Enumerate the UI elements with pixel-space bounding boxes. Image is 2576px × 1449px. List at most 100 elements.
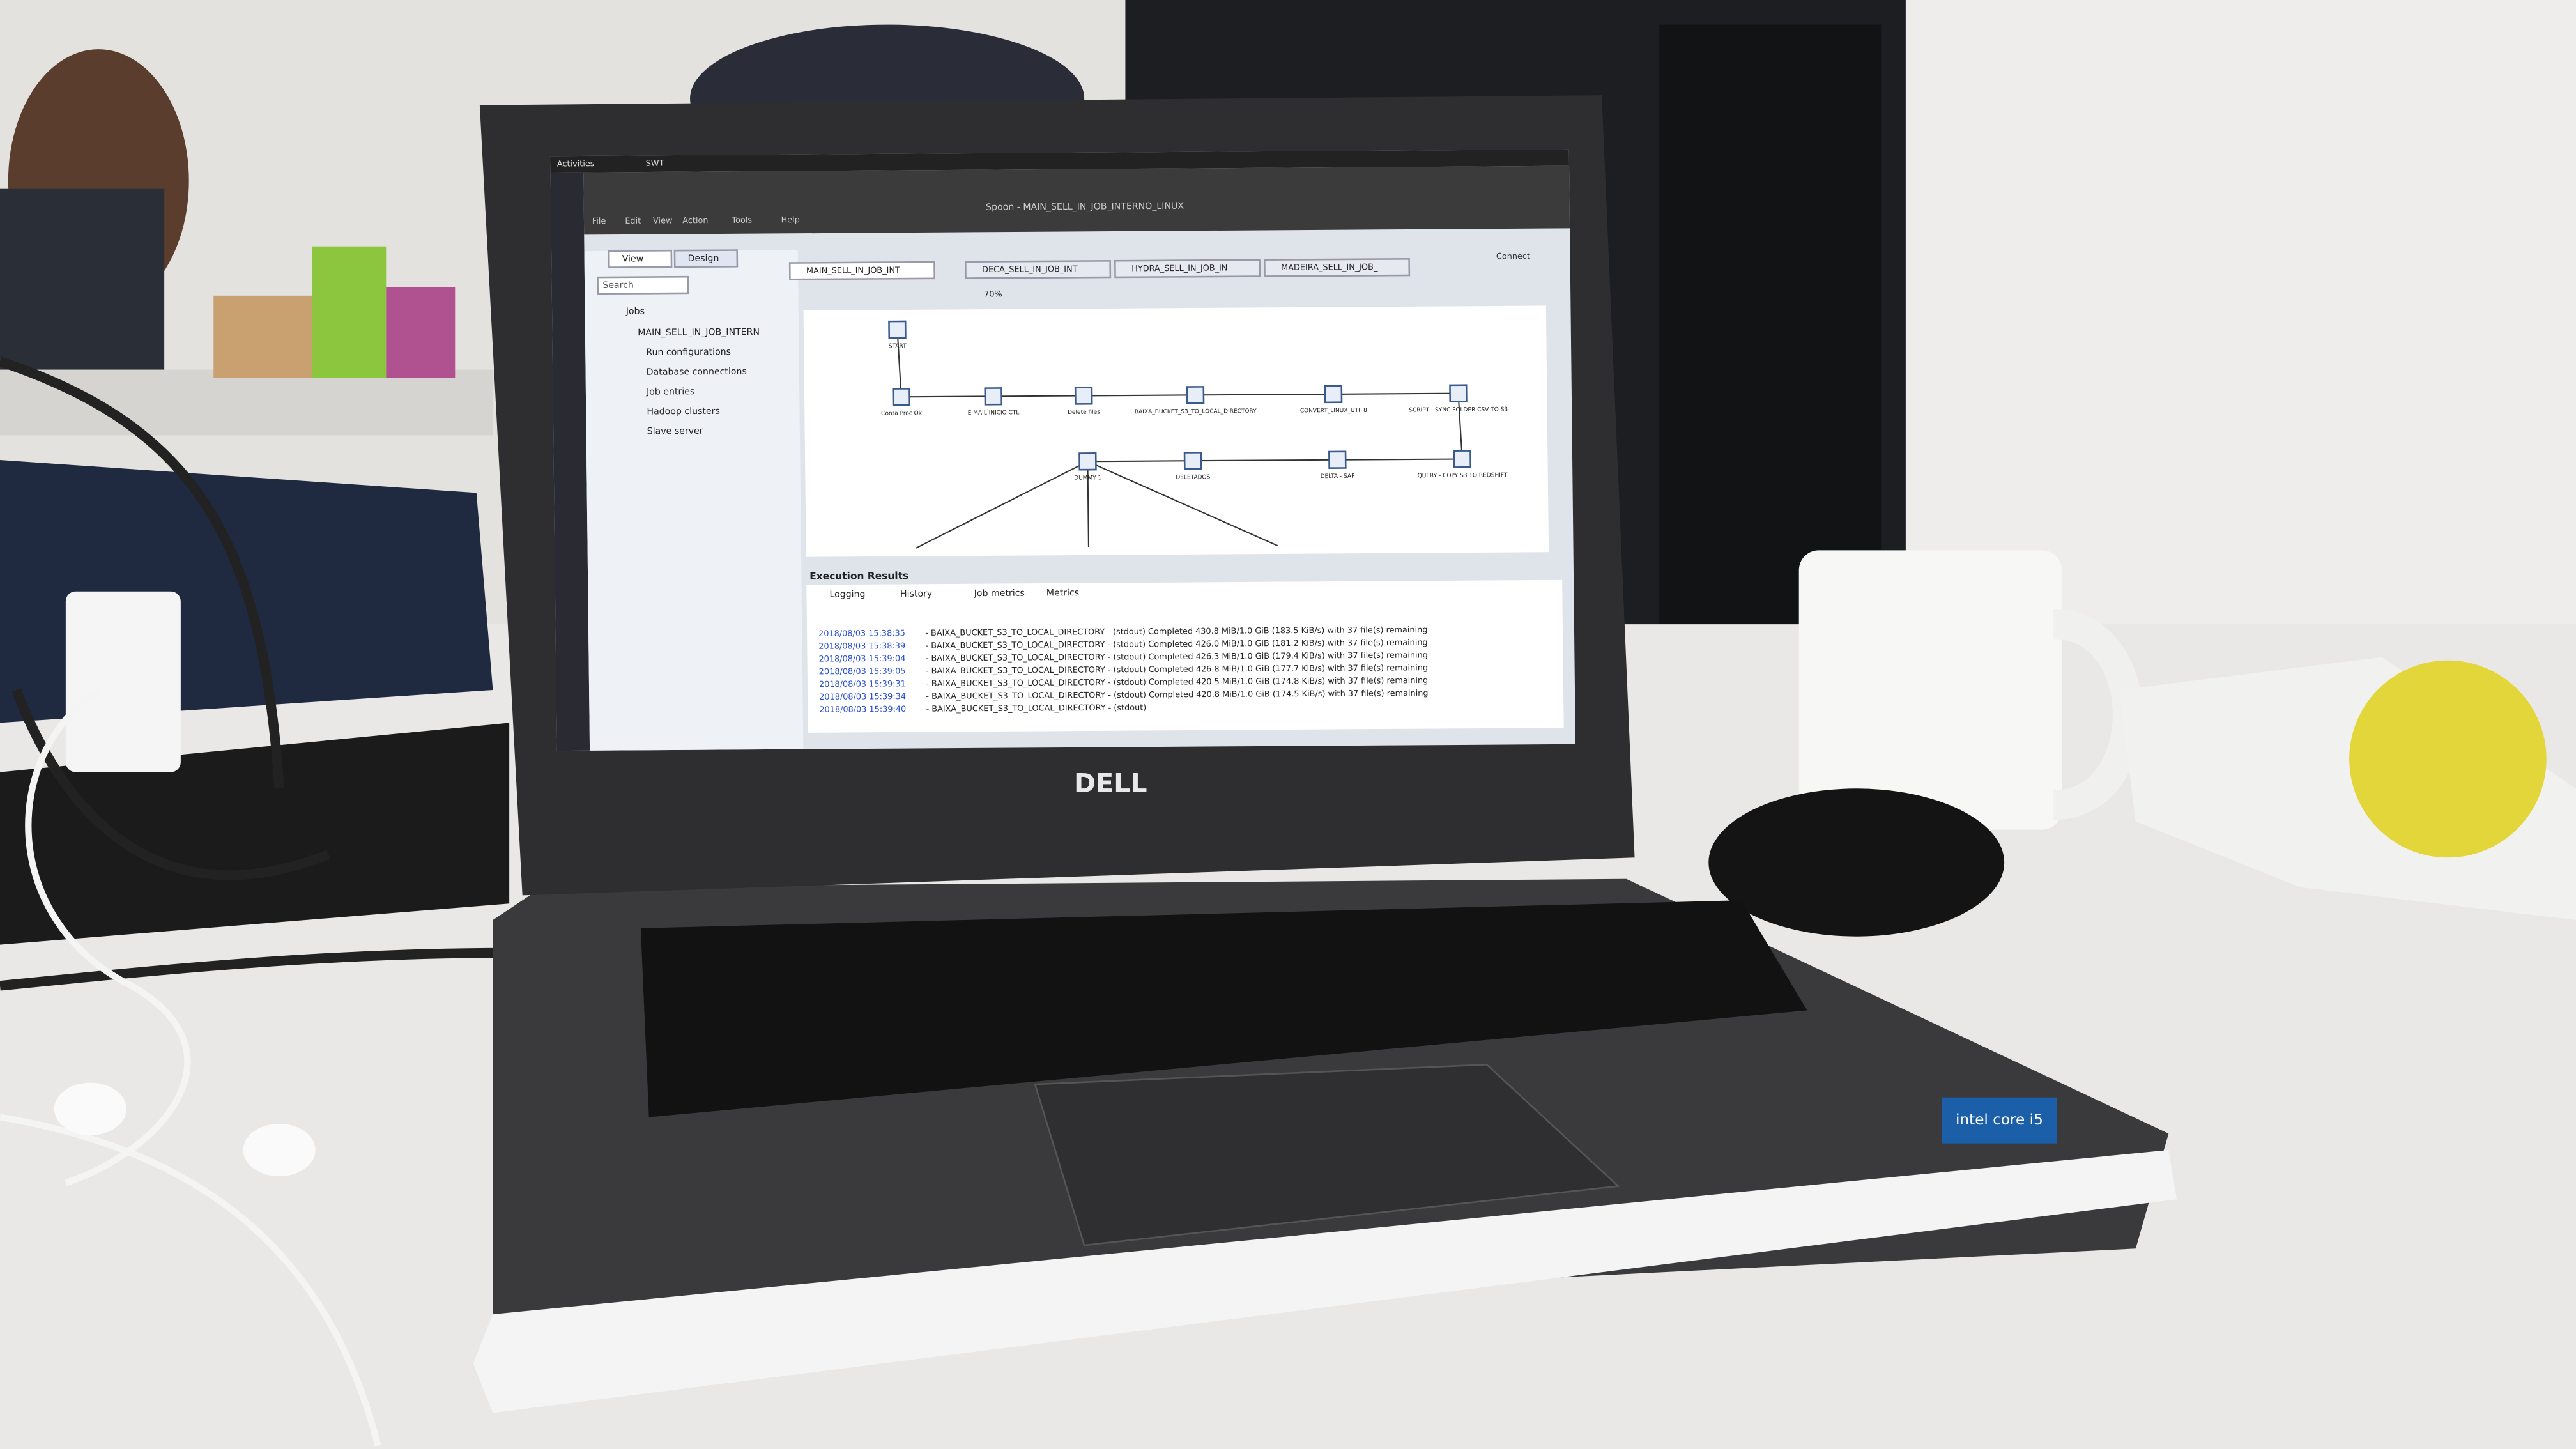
job-entry-label: Conta Proc Ok bbox=[881, 410, 923, 417]
tree-item: Database connections bbox=[647, 367, 747, 378]
job-entry-label: DELTA - SAP bbox=[1321, 473, 1355, 480]
job-entry-label: DUMMY 1 bbox=[1074, 475, 1101, 481]
earbud bbox=[54, 1082, 126, 1135]
hop bbox=[901, 395, 993, 398]
results-tab: History bbox=[900, 589, 932, 599]
log-panel bbox=[806, 579, 1564, 733]
job-entry-icon bbox=[1449, 384, 1468, 402]
top-bar bbox=[550, 149, 1569, 172]
job-entry-label: E MAIL INICIO CTL bbox=[968, 410, 1020, 417]
results-tab: Logging bbox=[829, 589, 865, 599]
job-entry-icon bbox=[1324, 385, 1343, 404]
intel-badge bbox=[1942, 1097, 2057, 1144]
zoom: 70% bbox=[984, 289, 1002, 299]
tree-item: Hadoop clusters bbox=[647, 406, 720, 417]
search-box bbox=[597, 275, 689, 295]
menu-item: View bbox=[653, 216, 673, 226]
log-text: - BAIXA_BUCKET_S3_TO_LOCAL_DIRECTORY - (… bbox=[926, 676, 1428, 689]
side-tab-label: View bbox=[622, 254, 644, 264]
log-text: - BAIXA_BUCKET_S3_TO_LOCAL_DIRECTORY - (… bbox=[926, 703, 1146, 714]
log-time: 2018/08/03 15:39:40 bbox=[819, 705, 906, 715]
log-time: 2018/08/03 15:39:31 bbox=[819, 679, 906, 689]
power-strip bbox=[0, 723, 510, 945]
brand-logo: DELL bbox=[1074, 768, 1147, 799]
job-entry-label: DELETADOS bbox=[1176, 474, 1210, 480]
log-time: 2018/08/03 15:39:05 bbox=[819, 666, 906, 677]
hop bbox=[1087, 461, 1278, 547]
hop bbox=[1195, 393, 1334, 396]
job-tab bbox=[964, 260, 1112, 279]
log-time: 2018/08/03 15:39:04 bbox=[818, 654, 905, 664]
results-tab: Metrics bbox=[1046, 588, 1079, 598]
back-desk bbox=[0, 369, 493, 436]
side-tab bbox=[673, 249, 739, 268]
job-entry-label: BAIXA_BUCKET_S3_TO_LOCAL_DIRECTORY bbox=[1135, 408, 1257, 415]
job-entry-icon bbox=[1183, 451, 1202, 470]
job-tab-label: HYDRA_SELL_IN_JOB_IN bbox=[1131, 263, 1228, 273]
job-entry-label: SCRIPT - SYNC FOLDER CSV TO S3 bbox=[1409, 406, 1508, 413]
hop bbox=[916, 461, 1088, 549]
activities: Activities bbox=[557, 159, 595, 169]
results-title: Execution Results bbox=[809, 570, 908, 582]
side-panel bbox=[584, 249, 804, 751]
hop bbox=[1087, 461, 1089, 548]
job-entry-icon bbox=[1186, 386, 1205, 404]
search-placeholder: Search bbox=[602, 280, 634, 291]
title-bar bbox=[583, 165, 1570, 235]
window-title: Spoon - MAIN_SELL_IN_JOB_INTERNO_LINUX bbox=[986, 201, 1184, 213]
job-entry-icon bbox=[984, 387, 1003, 406]
menu-item: File bbox=[592, 217, 606, 226]
job-tab-label: MADEIRA_SELL_IN_JOB_ bbox=[1281, 263, 1378, 273]
menu-item: Tools bbox=[731, 216, 752, 226]
results-tab: Job metrics bbox=[974, 588, 1025, 599]
job-entry-icon bbox=[888, 320, 907, 339]
log-time: 2018/08/03 15:38:39 bbox=[818, 641, 905, 652]
pear bbox=[2349, 660, 2547, 858]
log-time: 2018/08/03 15:39:34 bbox=[819, 692, 906, 702]
badge-text: intel core i5 bbox=[1956, 1112, 2043, 1128]
job-tab bbox=[1263, 257, 1411, 277]
tree-item: Slave server bbox=[647, 426, 703, 437]
screen: Activities SWT Spoon - MAIN_SELL_IN_JOB_IN… bbox=[550, 149, 1575, 751]
side-tab-label: Design bbox=[688, 254, 719, 264]
cup bbox=[386, 288, 456, 378]
job-tab bbox=[1114, 259, 1261, 279]
mouse bbox=[1708, 788, 2005, 937]
tree-root: Jobs bbox=[625, 307, 645, 317]
log-text: - BAIXA_BUCKET_S3_TO_LOCAL_DIRECTORY - (… bbox=[925, 625, 1427, 638]
dock bbox=[550, 172, 590, 751]
job-entry-icon bbox=[1453, 450, 1472, 468]
tree-item: Job entries bbox=[646, 387, 694, 397]
cup bbox=[312, 246, 387, 378]
job-tab bbox=[788, 261, 936, 280]
laptop-rim bbox=[473, 1150, 2177, 1413]
hop bbox=[1193, 459, 1338, 462]
hop bbox=[896, 329, 902, 397]
log-text: - BAIXA_BUCKET_S3_TO_LOCAL_DIRECTORY - (… bbox=[926, 650, 1428, 663]
box bbox=[213, 295, 312, 378]
touchpad bbox=[1034, 1063, 1620, 1246]
earbud bbox=[243, 1123, 316, 1177]
tree-job: MAIN_SELL_IN_JOB_INTERN bbox=[638, 327, 760, 338]
cable bbox=[0, 356, 510, 991]
menu-item: Action bbox=[682, 216, 708, 226]
mug bbox=[1798, 550, 2062, 830]
job-tab-label: MAIN_SELL_IN_JOB_INT bbox=[806, 266, 900, 276]
log-text: - BAIXA_BUCKET_S3_TO_LOCAL_DIRECTORY - (… bbox=[926, 663, 1428, 676]
tree-item: Run configurations bbox=[646, 347, 731, 358]
menu-item: Help bbox=[781, 215, 799, 225]
charger bbox=[65, 591, 181, 772]
log-text: - BAIXA_BUCKET_S3_TO_LOCAL_DIRECTORY - (… bbox=[926, 689, 1428, 702]
log-text: - BAIXA_BUCKET_S3_TO_LOCAL_DIRECTORY - (… bbox=[925, 638, 1427, 651]
job-entry-label: QUERY - COPY S3 TO REDSHIFT bbox=[1418, 472, 1508, 479]
monitor-back bbox=[0, 188, 165, 370]
job-tab-label: DECA_SELL_IN_JOB_INT bbox=[982, 264, 1078, 275]
connect: Connect bbox=[1496, 252, 1530, 261]
job-entry-icon bbox=[1328, 450, 1347, 469]
keyboard bbox=[640, 900, 1807, 1117]
log-time: 2018/08/03 15:38:35 bbox=[818, 629, 905, 639]
job-entry-icon bbox=[892, 388, 911, 406]
side-tab bbox=[608, 249, 673, 268]
